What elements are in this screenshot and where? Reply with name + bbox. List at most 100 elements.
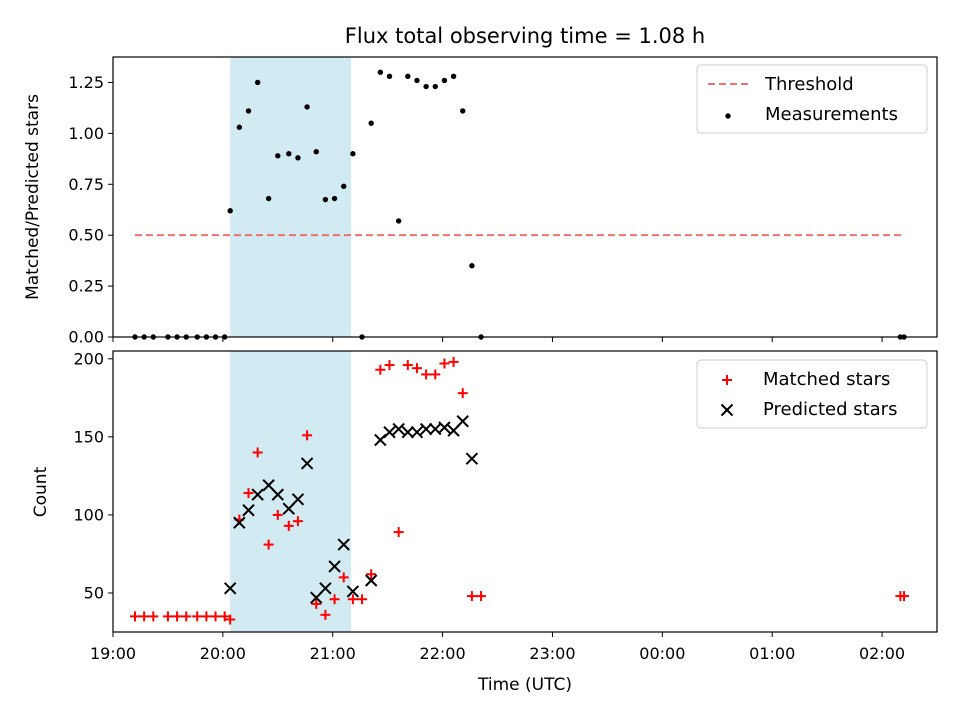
x-tick-label: 00:00 (639, 644, 685, 663)
top-observing-window (230, 57, 352, 337)
matched-stars-point (272, 509, 283, 520)
matched-stars-point (252, 447, 263, 458)
y-tick-label: 200 (73, 349, 104, 368)
bottom-axes-frame (112, 350, 938, 633)
matched-stars-point (192, 611, 203, 622)
measurement-point (460, 108, 466, 114)
legend-matched-swatch (722, 375, 732, 385)
matched-stars-point (148, 611, 159, 622)
matched-stars-point (402, 360, 413, 371)
matched-stars-point (393, 527, 404, 538)
matched-stars-point (430, 369, 441, 380)
measurement-point (405, 73, 411, 80)
top-panel: 0.00 0.25 0.50 0.75 1.00 1.25 Matched/Predict… (23, 56, 938, 347)
measurement-point (469, 263, 475, 269)
measurement-point (395, 218, 402, 224)
predicted-stars-point (233, 516, 246, 529)
legend-x-marker (720, 403, 734, 417)
x-tick-label: 23:00 (529, 644, 575, 663)
measurement-point (432, 83, 438, 90)
top-legend-box (696, 64, 928, 134)
top-y-ticks: 0.00 0.25 0.50 0.75 1.00 1.25 (68, 73, 113, 347)
y-tick-label: 0.00 (68, 328, 104, 347)
matched-stars-point (899, 591, 910, 602)
predicted-stars-point (291, 493, 305, 506)
predicted-stars-point (392, 422, 405, 436)
y-tick-label: 0.75 (68, 175, 104, 194)
measurement-point (331, 195, 338, 202)
matched-stars-point (338, 572, 349, 583)
bottom-legend-box (696, 359, 928, 429)
measurement-point (441, 77, 448, 84)
top-series (132, 69, 907, 340)
y-tick-label: 0.25 (68, 277, 104, 296)
bottom-legend: Matched stars Predicted stars (696, 359, 928, 429)
predicted-stars-point (251, 488, 264, 501)
matched-stars-point (283, 520, 294, 531)
matched-stars-point (375, 364, 386, 375)
measurement-point (304, 104, 310, 110)
predicted-stars-point (282, 502, 295, 515)
matched-stars-point (329, 594, 340, 605)
measurement-point (254, 79, 261, 86)
y-tick-label: 150 (73, 427, 104, 446)
matched-stars-point (384, 360, 395, 371)
matched-stars-point (162, 611, 173, 622)
predicted-stars-point (223, 582, 237, 595)
bottom-x-ticks: 19:00 20:00 21:00 22:00 23:00 00:00 01:00 02:00 (90, 632, 905, 663)
matched-stars-point (439, 358, 450, 369)
y-tick-label: 1.25 (68, 73, 104, 92)
matched-stars-point (448, 356, 459, 367)
predicted-stars-point (262, 479, 275, 492)
matched-stars-point (225, 614, 236, 625)
matched-stars-point (421, 369, 432, 380)
measurement-point (414, 77, 420, 84)
bottom-observing-window (230, 351, 352, 632)
x-tick-label: 22:00 (420, 644, 466, 663)
matched-stars-point (219, 611, 230, 622)
measurement-point (265, 195, 272, 202)
predicted-stars-point (346, 585, 360, 598)
predicted-stars-point (242, 504, 255, 517)
measurement-point (368, 120, 374, 126)
predicted-stars-point (328, 560, 341, 573)
predicted-stars-point (383, 425, 396, 439)
legend-threshold-label: Threshold (764, 74, 854, 95)
predicted-stars-point (401, 425, 415, 439)
x-tick-label: 02:00 (859, 644, 905, 663)
matched-stars-point (366, 569, 377, 580)
measurement-point (377, 69, 384, 75)
measurement-point (295, 155, 301, 161)
predicted-stars-point (319, 582, 332, 595)
matched-stars-point (172, 611, 183, 622)
measurement-point (386, 73, 393, 80)
bottom-series (129, 356, 910, 625)
predicted-stars-point (337, 538, 350, 551)
predicted-stars-point (456, 415, 469, 428)
top-axes-frame (112, 56, 938, 338)
matched-stars-point (411, 363, 422, 374)
matched-stars-point (302, 430, 313, 441)
predicted-stars-point (465, 452, 479, 465)
legend-predicted-swatch (720, 403, 734, 417)
matched-stars-point (243, 488, 254, 499)
measurement-point (341, 183, 347, 190)
y-tick-label: 0.50 (68, 226, 104, 245)
x-tick-label: 01:00 (749, 644, 795, 663)
top-legend: Threshold Measurements (696, 64, 928, 134)
measurement-point (313, 148, 319, 155)
measurement-point (423, 83, 429, 90)
x-tick-label: 19:00 (90, 644, 136, 663)
measurement-point (350, 151, 356, 157)
matched-stars-point (129, 611, 140, 622)
matched-stars-point (181, 611, 192, 622)
legend-plus-marker (722, 375, 732, 385)
matched-stars-point (210, 611, 221, 622)
matched-stars-point (357, 594, 368, 605)
measurement-point (275, 153, 281, 159)
matched-stars-point (320, 609, 331, 620)
y-tick-label: 50 (84, 583, 104, 602)
x-tick-label: 21:00 (310, 644, 356, 663)
y-tick-label: 100 (73, 505, 104, 524)
